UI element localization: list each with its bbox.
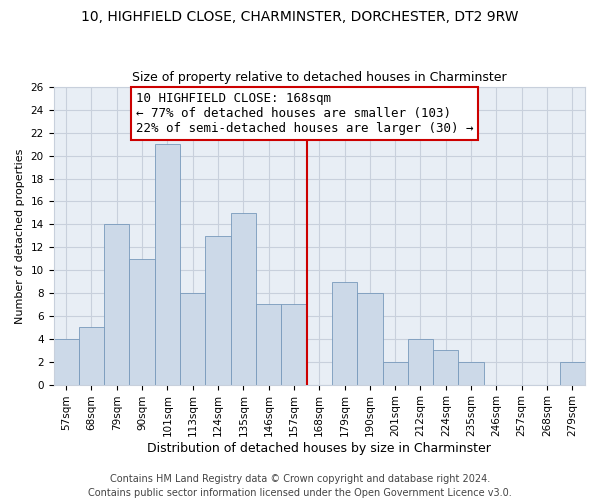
Bar	[357, 293, 383, 384]
Bar	[281, 304, 307, 384]
X-axis label: Distribution of detached houses by size in Charminster: Distribution of detached houses by size …	[148, 442, 491, 455]
Bar	[180, 293, 205, 384]
Bar	[256, 304, 281, 384]
Bar	[458, 362, 484, 384]
Bar	[205, 236, 230, 384]
Bar	[332, 282, 357, 385]
Bar	[230, 213, 256, 384]
Text: 10, HIGHFIELD CLOSE, CHARMINSTER, DORCHESTER, DT2 9RW: 10, HIGHFIELD CLOSE, CHARMINSTER, DORCHE…	[81, 10, 519, 24]
Title: Size of property relative to detached houses in Charminster: Size of property relative to detached ho…	[132, 72, 506, 85]
Text: 10 HIGHFIELD CLOSE: 168sqm
← 77% of detached houses are smaller (103)
22% of sem: 10 HIGHFIELD CLOSE: 168sqm ← 77% of deta…	[136, 92, 473, 134]
Bar	[79, 328, 104, 384]
Bar	[433, 350, 458, 384]
Bar	[104, 224, 130, 384]
Bar	[560, 362, 585, 384]
Y-axis label: Number of detached properties: Number of detached properties	[15, 148, 25, 324]
Bar	[155, 144, 180, 384]
Text: Contains HM Land Registry data © Crown copyright and database right 2024.
Contai: Contains HM Land Registry data © Crown c…	[88, 474, 512, 498]
Bar	[383, 362, 408, 384]
Bar	[408, 339, 433, 384]
Bar	[130, 258, 155, 384]
Bar	[53, 339, 79, 384]
